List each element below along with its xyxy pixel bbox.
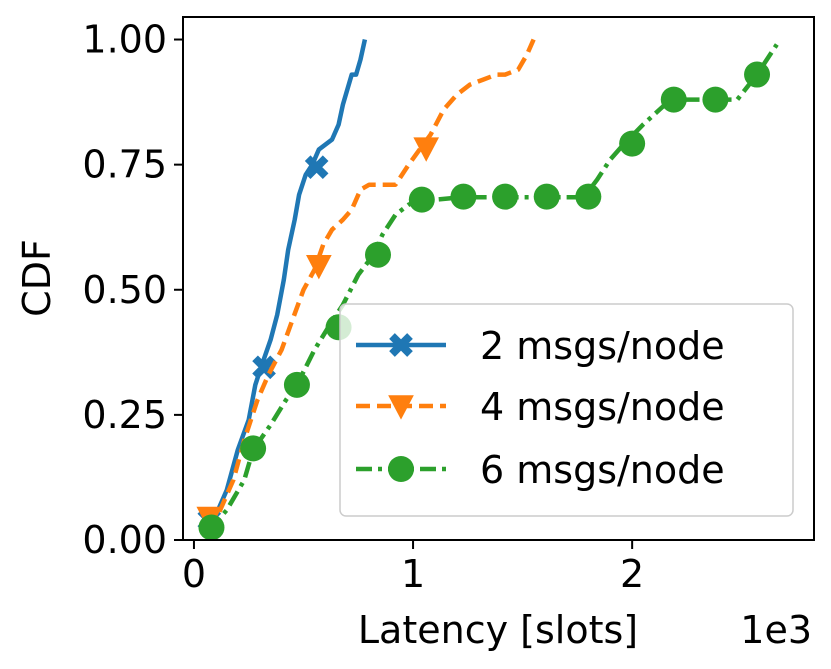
series-3-marker bbox=[619, 130, 646, 157]
series-3-marker bbox=[744, 61, 771, 88]
legend-swatch-marker bbox=[388, 456, 414, 482]
legend-entry-2: 4 msgs/node bbox=[356, 385, 725, 429]
legend-entries: 2 msgs/node 4 msgs/node 6 msgs/node bbox=[356, 324, 725, 492]
legend-label: 4 msgs/node bbox=[480, 385, 725, 429]
legend-entry-3: 6 msgs/node bbox=[356, 448, 725, 492]
y-tick-label: 0.50 bbox=[82, 268, 167, 312]
series-3-marker bbox=[702, 86, 729, 113]
x-tick-label: 0 bbox=[182, 552, 206, 596]
series-2-marker bbox=[306, 255, 332, 280]
legend-swatch-marker bbox=[389, 333, 413, 357]
series-layer bbox=[196, 38, 779, 541]
series-3-marker bbox=[575, 183, 602, 210]
series-3-marker bbox=[364, 241, 391, 268]
series-3-marker bbox=[240, 435, 267, 462]
axes-layer: 0 1 2 0.00 0.25 0.50 0.75 1.00 bbox=[82, 18, 644, 596]
legend-frame bbox=[339, 303, 794, 517]
y-axis-label: CDF bbox=[15, 239, 59, 317]
series-3-marker bbox=[492, 183, 519, 210]
x-offset-label: 1e3 bbox=[740, 608, 812, 652]
series-2-marker bbox=[413, 137, 440, 162]
legend-label: 2 msgs/node bbox=[480, 324, 725, 368]
y-tick-label: 0.00 bbox=[82, 518, 167, 562]
legend-label: 6 msgs/node bbox=[480, 448, 725, 492]
legend: 2 msgs/node 4 msgs/node 6 msgs/node bbox=[339, 303, 794, 517]
series-1-marker bbox=[304, 155, 329, 179]
y-tick-label: 1.00 bbox=[82, 18, 167, 62]
series-3-marker bbox=[533, 183, 560, 210]
x-tick-label: 2 bbox=[620, 552, 644, 596]
series-line-2 bbox=[207, 38, 536, 532]
series-3-marker bbox=[408, 186, 435, 213]
series-3-marker bbox=[450, 183, 477, 210]
legend-entry-1: 2 msgs/node bbox=[356, 324, 725, 368]
series-3 bbox=[198, 43, 779, 541]
x-axis-label: Latency [slots] bbox=[358, 608, 638, 652]
series-3-marker bbox=[660, 86, 687, 113]
legend-swatch-marker bbox=[388, 395, 414, 420]
plot-frame bbox=[182, 16, 815, 541]
y-tick-label: 0.75 bbox=[82, 143, 167, 187]
series-3-marker bbox=[283, 371, 310, 398]
series-3-marker bbox=[198, 514, 225, 541]
x-tick-label: 1 bbox=[401, 552, 425, 596]
y-tick-label: 0.25 bbox=[82, 393, 167, 437]
